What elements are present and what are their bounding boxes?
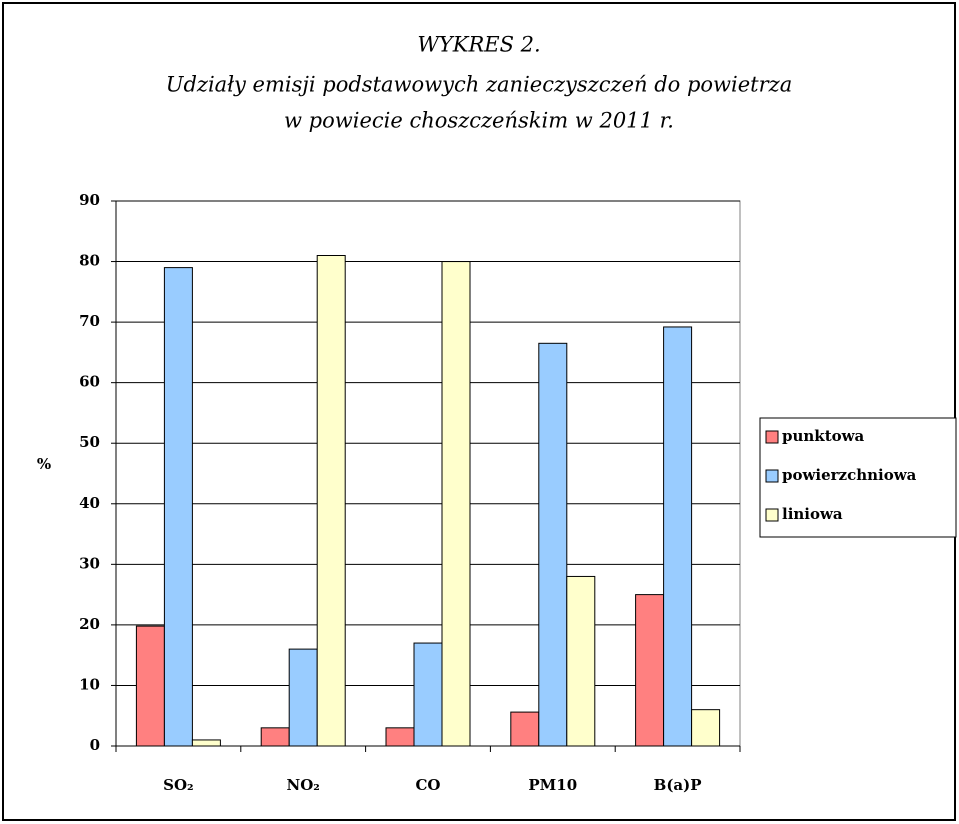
x-tick-label: B(a)P: [654, 776, 702, 794]
y-tick-label: 0: [90, 736, 100, 754]
bar: [385, 727, 415, 747]
bar: [288, 648, 318, 747]
legend: [759, 417, 957, 538]
legend-label: liniowa: [782, 505, 843, 523]
y-tick-label: 30: [79, 554, 100, 572]
chart-title: WYKRES 2.: [417, 33, 540, 57]
chart-title: Udziały emisji podstawowych zanieczyszcz…: [166, 73, 792, 97]
legend-label: punktowa: [782, 427, 865, 445]
y-tick-label: 40: [79, 494, 100, 512]
y-tick-label: 10: [79, 675, 100, 693]
bar: [663, 326, 693, 747]
y-tick-label: 90: [79, 191, 100, 209]
x-tick-label: CO: [415, 776, 440, 794]
bar: [538, 342, 568, 747]
bar: [191, 739, 221, 747]
chart-title: w powiecie choszczeńskim w 2011 r.: [284, 109, 674, 133]
bar: [316, 255, 346, 747]
bar: [635, 594, 665, 747]
bar: [691, 709, 721, 747]
x-tick-label: PM10: [528, 776, 577, 794]
legend-swatch: [765, 430, 779, 444]
legend-label: powierzchniowa: [782, 466, 917, 484]
y-tick-label: 60: [79, 373, 100, 391]
bar: [163, 267, 193, 747]
bar: [260, 727, 290, 747]
bar: [441, 261, 471, 747]
bar: [510, 711, 540, 747]
legend-swatch: [765, 469, 779, 483]
bar: [413, 642, 443, 747]
y-tick-label: 70: [79, 312, 100, 330]
bar: [566, 575, 596, 747]
x-tick-label: SO₂: [163, 776, 193, 794]
y-tick-label: 20: [79, 615, 100, 633]
y-tick-label: 50: [79, 433, 100, 451]
legend-swatch: [765, 508, 779, 522]
x-tick-label: NO₂: [287, 776, 320, 794]
bar: [135, 625, 165, 747]
y-tick-label: 80: [79, 252, 100, 270]
y-axis-label: %: [37, 455, 51, 473]
